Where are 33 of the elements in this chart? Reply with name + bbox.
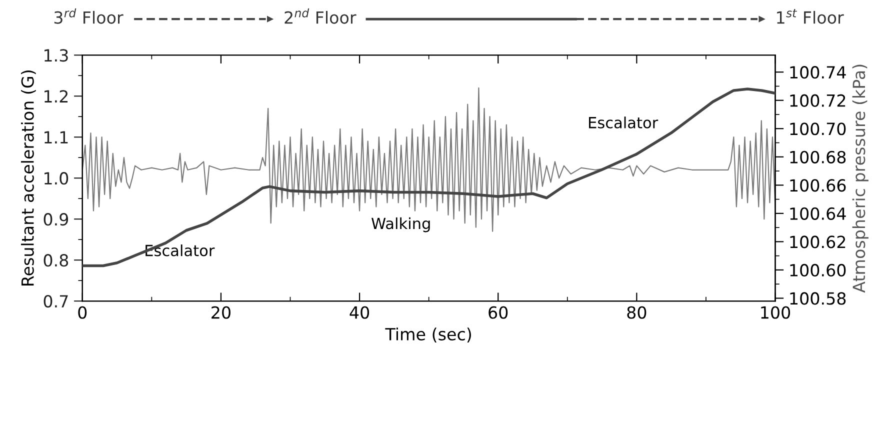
y2-tick-label: 100.74 bbox=[790, 66, 846, 79]
x-tick-label: 20 bbox=[212, 306, 230, 319]
y-tick-label: 1.2 bbox=[44, 90, 68, 102]
x-tick-label: 80 bbox=[627, 306, 646, 319]
y2-tick-label: 100.70 bbox=[790, 122, 846, 136]
y2-tick-label: 100.68 bbox=[790, 150, 846, 164]
line-series bbox=[82, 88, 776, 268]
y2-tick-label: 100.60 bbox=[790, 264, 846, 277]
y-tick-label: 1.1 bbox=[44, 131, 68, 144]
text: 2$^{nd}$ Floor bbox=[284, 8, 356, 24]
annotation: Escalator bbox=[589, 116, 658, 128]
y2-tick-label: 100.72 bbox=[790, 94, 846, 107]
y2-tick-label: 100.58 bbox=[790, 292, 846, 305]
x-tick-label: 100 bbox=[761, 306, 790, 319]
x-tick-label: 60 bbox=[488, 306, 508, 319]
y-tick-label: 1.0 bbox=[44, 172, 68, 185]
x-axis-title: Time (sec) bbox=[385, 328, 471, 342]
y-tick-label: 0.9 bbox=[44, 213, 68, 226]
annotation: Walking bbox=[372, 217, 430, 232]
y-tick-label: 0.7 bbox=[44, 295, 68, 308]
y-tick-label: 1.3 bbox=[44, 49, 68, 62]
x-tick-label: 40 bbox=[350, 306, 370, 319]
text: 1$^{st}$ Floor bbox=[777, 9, 844, 24]
line-series bbox=[82, 87, 776, 232]
x-tick-label: 0 bbox=[78, 306, 87, 319]
y2-axis-title: Atmospheric pressure (kPa) bbox=[852, 64, 868, 293]
annotation: Escalator bbox=[146, 244, 215, 256]
text: 3$^{rd}$ Floor bbox=[54, 8, 124, 24]
y2-tick-label: 100.64 bbox=[790, 207, 846, 220]
y-axis-title: Resultant acceleration (G) bbox=[21, 70, 36, 286]
y2-tick-label: 100.62 bbox=[790, 236, 846, 248]
y2-tick-label: 100.66 bbox=[790, 179, 846, 192]
y-tick-label: 0.8 bbox=[44, 254, 68, 267]
